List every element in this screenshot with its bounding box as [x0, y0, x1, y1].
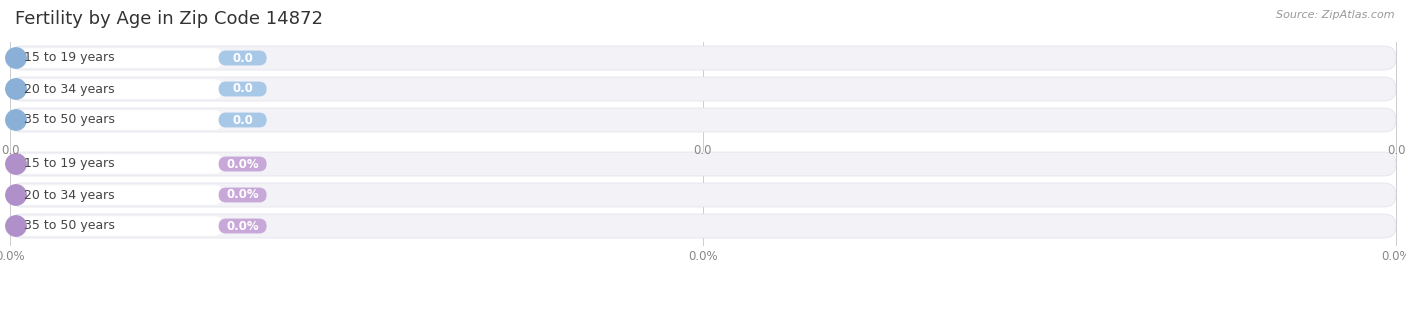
Text: 0.0%: 0.0%: [226, 188, 259, 202]
Text: 0.0%: 0.0%: [0, 250, 25, 263]
FancyBboxPatch shape: [14, 154, 224, 174]
Text: 0.0: 0.0: [232, 82, 253, 95]
Circle shape: [6, 110, 27, 130]
FancyBboxPatch shape: [218, 113, 267, 127]
Text: 0.0%: 0.0%: [688, 250, 718, 263]
Circle shape: [6, 185, 27, 205]
FancyBboxPatch shape: [218, 82, 267, 96]
FancyBboxPatch shape: [218, 156, 267, 172]
FancyBboxPatch shape: [10, 183, 1396, 207]
Text: 20 to 34 years: 20 to 34 years: [24, 82, 114, 95]
FancyBboxPatch shape: [10, 108, 1396, 132]
Text: 35 to 50 years: 35 to 50 years: [24, 219, 115, 233]
FancyBboxPatch shape: [14, 185, 224, 205]
Text: 0.0%: 0.0%: [226, 219, 259, 233]
Text: 15 to 19 years: 15 to 19 years: [24, 157, 114, 171]
Text: 20 to 34 years: 20 to 34 years: [24, 188, 114, 202]
FancyBboxPatch shape: [218, 218, 267, 233]
Text: 15 to 19 years: 15 to 19 years: [24, 51, 114, 64]
FancyBboxPatch shape: [14, 48, 224, 68]
Circle shape: [6, 154, 27, 174]
Circle shape: [6, 79, 27, 99]
Text: Fertility by Age in Zip Code 14872: Fertility by Age in Zip Code 14872: [15, 10, 323, 28]
Circle shape: [6, 48, 27, 68]
FancyBboxPatch shape: [14, 110, 224, 130]
FancyBboxPatch shape: [10, 46, 1396, 70]
Text: 0.0: 0.0: [1386, 144, 1405, 157]
Text: 0.0: 0.0: [232, 114, 253, 126]
FancyBboxPatch shape: [14, 216, 224, 236]
FancyBboxPatch shape: [10, 77, 1396, 101]
Text: 0.0: 0.0: [693, 144, 713, 157]
Text: Source: ZipAtlas.com: Source: ZipAtlas.com: [1277, 10, 1395, 20]
Text: 0.0: 0.0: [232, 51, 253, 64]
Text: 0.0%: 0.0%: [1381, 250, 1406, 263]
Text: 35 to 50 years: 35 to 50 years: [24, 114, 115, 126]
FancyBboxPatch shape: [10, 152, 1396, 176]
FancyBboxPatch shape: [218, 187, 267, 202]
FancyBboxPatch shape: [10, 214, 1396, 238]
Circle shape: [6, 216, 27, 236]
Text: 0.0%: 0.0%: [226, 157, 259, 171]
FancyBboxPatch shape: [218, 50, 267, 65]
FancyBboxPatch shape: [14, 79, 224, 99]
Text: 0.0: 0.0: [1, 144, 20, 157]
